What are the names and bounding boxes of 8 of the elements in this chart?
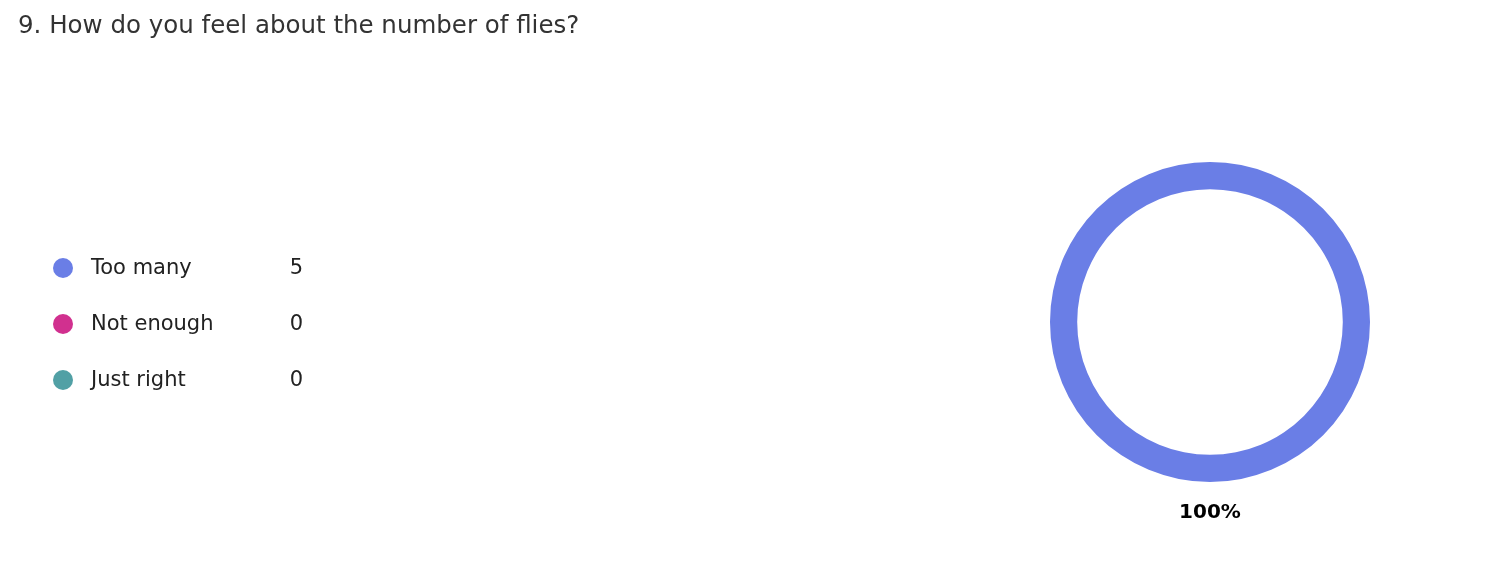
legend-label: Too many: [90, 255, 192, 279]
legend-label: Not enough: [91, 311, 214, 335]
text: 0: [289, 311, 303, 335]
legend-label: Just right: [89, 367, 186, 391]
text: 5: [289, 255, 303, 279]
chart-title: 9. How do you feel about the number of flies?: [18, 10, 580, 39]
data-label: 100%: [1179, 498, 1241, 523]
text: 0: [289, 367, 303, 391]
